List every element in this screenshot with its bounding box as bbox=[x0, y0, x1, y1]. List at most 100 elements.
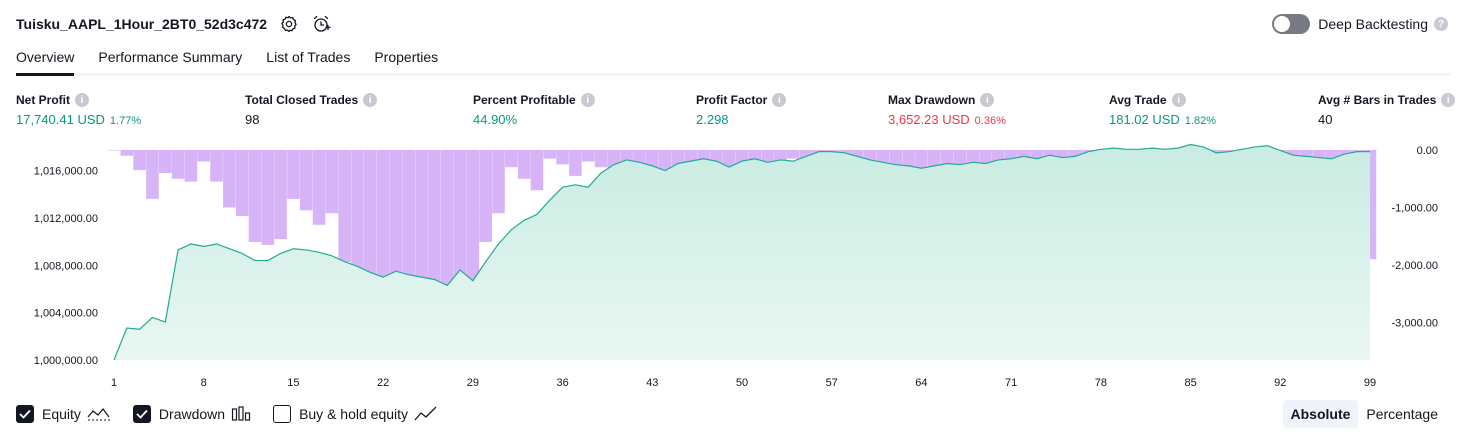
deep-backtesting-toggle[interactable] bbox=[1272, 14, 1310, 34]
info-icon[interactable]: i bbox=[772, 93, 786, 107]
x-axis-tick: 50 bbox=[736, 377, 748, 389]
metrics-row: Net Profit i 17,740.41 USD 1.77% Total Clo… bbox=[0, 92, 1466, 132]
info-icon[interactable]: i bbox=[581, 93, 595, 107]
drawdown-bar bbox=[364, 150, 377, 282]
bar-chart-icon bbox=[231, 406, 251, 422]
question-icon[interactable]: ? bbox=[1434, 17, 1448, 31]
tab-bar: Overview Performance Summary List of Tra… bbox=[16, 46, 1450, 76]
x-axis-tick: 1 bbox=[111, 377, 117, 389]
drawdown-label: Drawdown bbox=[159, 406, 225, 422]
metric-label: Profit Factor bbox=[696, 93, 767, 107]
left-axis: 1,000,000.00 1,004,000.00 1,008,000.00 1,01… bbox=[34, 166, 98, 367]
metric-percent: 1.82% bbox=[1185, 115, 1216, 127]
legend-drawdown[interactable]: Drawdown bbox=[133, 405, 251, 423]
x-axis-tick: 78 bbox=[1095, 377, 1107, 389]
drawdown-bar bbox=[505, 150, 518, 167]
drawdown-bar bbox=[338, 150, 351, 262]
x-axis-tick: 15 bbox=[287, 377, 299, 389]
drawdown-bar bbox=[479, 150, 492, 242]
drawdown-bar bbox=[197, 150, 210, 162]
drawdown-bar bbox=[531, 150, 544, 190]
metric-total-closed-trades: Total Closed Trades i 98 bbox=[245, 92, 377, 127]
metric-avg-bars-in-trades: Avg # Bars in Trades i 40 bbox=[1318, 92, 1455, 127]
drawdown-bar bbox=[249, 150, 262, 242]
drawdown-bar bbox=[403, 150, 416, 288]
deep-backtesting-label: Deep Backtesting bbox=[1318, 16, 1428, 32]
buy-hold-label: Buy & hold equity bbox=[299, 406, 408, 422]
metric-max-drawdown: Max Drawdown i 3,652.23 USD 0.36% bbox=[888, 92, 1006, 127]
x-axis-tick: 29 bbox=[467, 377, 479, 389]
drawdown-bar bbox=[595, 150, 608, 167]
drawdown-bar bbox=[108, 150, 121, 151]
x-axis-tick: 85 bbox=[1184, 377, 1196, 389]
x-axis-tick: 99 bbox=[1364, 377, 1376, 389]
left-axis-tick: 1,000,000.00 bbox=[34, 355, 98, 367]
settings-icon[interactable] bbox=[279, 14, 299, 34]
info-icon[interactable]: i bbox=[363, 93, 377, 107]
metric-value: 2.298 bbox=[696, 112, 729, 127]
metric-percent: 1.77% bbox=[110, 115, 141, 127]
strategy-header: Tuisku_AAPL_1Hour_2BT0_52d3c472 bbox=[16, 12, 331, 36]
metric-net-profit: Net Profit i 17,740.41 USD 1.77% bbox=[16, 92, 141, 127]
drawdown-bar bbox=[543, 150, 556, 159]
tab-list-of-trades[interactable]: List of Trades bbox=[266, 46, 350, 73]
info-icon[interactable]: i bbox=[980, 93, 994, 107]
legend-buy-hold-equity[interactable]: Buy & hold equity bbox=[273, 405, 438, 423]
drawdown-bar bbox=[518, 150, 531, 179]
right-axis-tick: -2,000.00 bbox=[1392, 260, 1438, 272]
drawdown-bar bbox=[313, 150, 326, 225]
info-icon[interactable]: i bbox=[1441, 93, 1455, 107]
drawdown-bar bbox=[236, 150, 249, 216]
drawdown-bar bbox=[300, 150, 313, 210]
drawdown-bar bbox=[492, 150, 505, 213]
drawdown-bar bbox=[185, 150, 198, 182]
equity-drawdown-chart[interactable]: 1,000,000.00 1,004,000.00 1,008,000.00 1,01… bbox=[0, 140, 1466, 395]
x-axis-tick: 8 bbox=[201, 377, 207, 389]
metric-value: 3,652.23 USD bbox=[888, 112, 970, 127]
right-axis-tick: -1,000.00 bbox=[1392, 203, 1438, 215]
drawdown-bar bbox=[172, 150, 185, 179]
drawdown-bar bbox=[223, 150, 236, 208]
drawdown-bar bbox=[287, 150, 300, 199]
metric-label: Percent Profitable bbox=[473, 93, 576, 107]
equity-checkbox[interactable] bbox=[16, 405, 34, 423]
buy-hold-checkbox[interactable] bbox=[273, 405, 291, 423]
metric-label: Avg Trade bbox=[1109, 93, 1167, 107]
add-alert-icon[interactable] bbox=[311, 14, 331, 34]
percentage-button[interactable]: Percentage bbox=[1358, 400, 1446, 428]
strategy-name: Tuisku_AAPL_1Hour_2BT0_52d3c472 bbox=[16, 16, 267, 32]
right-axis-tick: 0.00 bbox=[1417, 145, 1438, 157]
drawdown-bar bbox=[787, 150, 800, 159]
info-icon[interactable]: i bbox=[75, 93, 89, 107]
x-axis-tick: 71 bbox=[1005, 377, 1017, 389]
drawdown-checkbox[interactable] bbox=[133, 405, 151, 423]
left-axis-tick: 1,004,000.00 bbox=[34, 308, 98, 320]
tab-performance-summary[interactable]: Performance Summary bbox=[98, 46, 242, 73]
drawdown-bar bbox=[146, 150, 159, 199]
metric-profit-factor: Profit Factor i 2.298 bbox=[696, 92, 786, 127]
x-axis-tick: 92 bbox=[1274, 377, 1286, 389]
area-chart-icon bbox=[87, 406, 111, 422]
metric-label: Avg # Bars in Trades bbox=[1318, 93, 1436, 107]
x-axis-tick: 57 bbox=[826, 377, 838, 389]
left-axis-tick: 1,016,000.00 bbox=[34, 166, 98, 178]
legend-equity[interactable]: Equity bbox=[16, 405, 111, 423]
x-axis-tick: 43 bbox=[646, 377, 658, 389]
drawdown-bar bbox=[159, 150, 172, 173]
metric-value: 40 bbox=[1318, 112, 1332, 127]
metric-value: 17,740.41 USD bbox=[16, 112, 105, 127]
drawdown-bar bbox=[121, 150, 134, 156]
tab-overview[interactable]: Overview bbox=[16, 46, 74, 73]
left-axis-tick: 1,008,000.00 bbox=[34, 260, 98, 272]
drawdown-bar bbox=[428, 150, 441, 294]
absolute-button[interactable]: Absolute bbox=[1283, 400, 1359, 428]
left-axis-tick: 1,012,000.00 bbox=[34, 213, 98, 225]
metric-value: 181.02 USD bbox=[1109, 112, 1180, 127]
drawdown-bar bbox=[210, 150, 223, 182]
chart-legend: Equity Drawdown Buy & hold equity bbox=[16, 403, 460, 425]
deep-backtesting: Deep Backtesting ? bbox=[1272, 14, 1448, 34]
x-axis-tick: 64 bbox=[915, 377, 927, 389]
drawdown-bar bbox=[556, 150, 569, 164]
tab-properties[interactable]: Properties bbox=[374, 46, 438, 73]
info-icon[interactable]: i bbox=[1172, 93, 1186, 107]
